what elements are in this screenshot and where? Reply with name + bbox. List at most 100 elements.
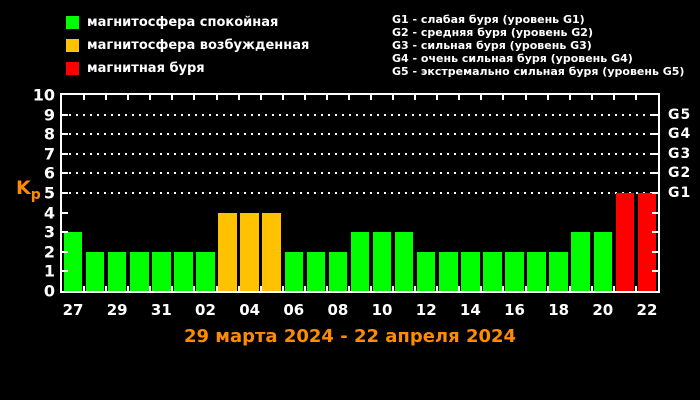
y-axis-tick-label: 2 — [43, 242, 55, 262]
kp-bar — [372, 232, 392, 291]
x-axis-tick-label: 18 — [548, 301, 570, 319]
x-axis-tick-label: 10 — [371, 301, 393, 319]
legend-item: магнитосфера спокойная — [66, 15, 309, 30]
axis-tick-top — [392, 95, 395, 100]
kp-bar — [350, 232, 370, 291]
kp-bar — [174, 251, 193, 291]
kp-bar — [240, 212, 259, 291]
legend-item-label: магнитосфера возбужденная — [87, 38, 310, 53]
legend-color-swatch — [66, 16, 79, 29]
axis-tick-bottom — [568, 286, 571, 291]
axis-tick-top — [590, 95, 593, 100]
axis-tick-top — [480, 95, 483, 100]
kp-bar — [152, 251, 171, 291]
axis-tick-top — [171, 95, 174, 100]
gridline-g-level — [62, 133, 658, 136]
gridline-g-level — [62, 172, 658, 175]
y-axis-tick-label: 6 — [43, 163, 55, 183]
axis-tick-left — [62, 172, 68, 175]
axis-tick-top — [414, 95, 417, 100]
axis-tick-right — [652, 231, 658, 234]
axis-tick-left — [62, 133, 68, 136]
axis-tick-bottom — [480, 286, 483, 291]
legend-item: магнитная буря — [66, 61, 309, 76]
x-axis-tick-label: 20 — [592, 301, 614, 319]
axis-tick-right — [652, 250, 658, 253]
kp-bar — [637, 193, 657, 291]
kp-bar — [306, 251, 326, 291]
axis-tick-top — [524, 95, 527, 100]
legend-color-swatch — [66, 62, 79, 75]
axis-tick-bottom — [524, 286, 527, 291]
axis-tick-bottom — [590, 286, 593, 291]
legend-item-label: магнитосфера спокойная — [87, 15, 279, 30]
axis-tick-bottom — [612, 286, 615, 291]
axis-tick-right — [652, 211, 658, 214]
axis-tick-bottom — [370, 286, 373, 291]
x-axis-tick-label: 27 — [62, 301, 84, 319]
axis-tick-top — [370, 95, 373, 100]
x-axis-tick-label: 31 — [150, 301, 172, 319]
kp-bar — [416, 251, 436, 291]
axis-tick-top — [436, 95, 439, 100]
axis-tick-top — [502, 95, 505, 100]
x-axis-tick-label: 02 — [195, 301, 216, 319]
axis-tick-top — [83, 95, 86, 100]
axis-tick-right — [652, 270, 658, 273]
x-axis-tick-label: 22 — [636, 301, 658, 319]
axis-tick-top — [215, 95, 218, 100]
axis-tick-top — [612, 95, 615, 100]
axis-tick-bottom — [502, 286, 505, 291]
axis-tick-bottom — [414, 286, 417, 291]
axis-tick-right — [652, 172, 658, 175]
g-level-label: G5 — [668, 106, 692, 123]
axis-tick-right — [652, 192, 658, 194]
kp-bar — [461, 251, 480, 291]
gridline-g-level — [62, 152, 658, 155]
legend-color-swatch — [66, 39, 79, 52]
kp-bar — [196, 251, 215, 291]
kp-bar — [505, 251, 524, 291]
axis-tick-bottom — [347, 286, 350, 291]
axis-tick-left — [62, 250, 68, 253]
y-axis-tick-label: 10 — [32, 85, 55, 105]
kp-bar — [571, 232, 590, 291]
y-axis-tick-label: 8 — [43, 124, 55, 144]
kp-bar — [284, 251, 304, 291]
axis-tick-bottom — [303, 286, 306, 291]
kp-label-sub: p — [30, 186, 41, 203]
storm-scale-line: G1 - слабая буря (уровень G1) — [392, 13, 585, 26]
y-axis-tick-label: 5 — [43, 183, 55, 203]
kp-bar — [262, 212, 281, 291]
axis-tick-top — [149, 95, 152, 100]
g-level-label: G1 — [668, 185, 692, 201]
axis-tick-top — [105, 95, 108, 100]
axis-tick-top — [634, 95, 637, 100]
gridline-g-level — [62, 113, 658, 116]
axis-tick-bottom — [281, 286, 284, 291]
x-axis-tick-label: 14 — [459, 301, 481, 319]
y-axis-tick-label: 9 — [43, 105, 55, 125]
axis-tick-left — [62, 231, 68, 234]
y-axis-tick-label: 0 — [43, 281, 55, 301]
axis-tick-bottom — [83, 286, 86, 291]
x-axis-tick-label: 12 — [415, 301, 437, 319]
axis-tick-right — [652, 133, 658, 136]
axis-tick-bottom — [458, 286, 461, 291]
y-axis-tick-label: 1 — [43, 261, 55, 281]
kp-bar — [615, 193, 635, 291]
kp-bar — [527, 251, 546, 291]
axis-tick-bottom — [171, 286, 174, 291]
storm-scale-line: G5 - экстремально сильная буря (уровень … — [392, 65, 685, 78]
legend: магнитосфера спокойная магнитосфера возбу… — [66, 15, 310, 85]
g-level-label: G3 — [668, 145, 692, 162]
kp-bar — [85, 251, 105, 291]
kp-bar — [439, 251, 458, 291]
axis-tick-top — [193, 95, 196, 100]
axis-tick-bottom — [127, 286, 130, 291]
legend-item-label: магнитная буря — [87, 61, 205, 76]
x-axis-tick-label: 06 — [283, 301, 305, 319]
kp-bar — [63, 232, 83, 291]
axis-tick-left — [62, 270, 68, 273]
axis-tick-bottom — [392, 286, 395, 291]
